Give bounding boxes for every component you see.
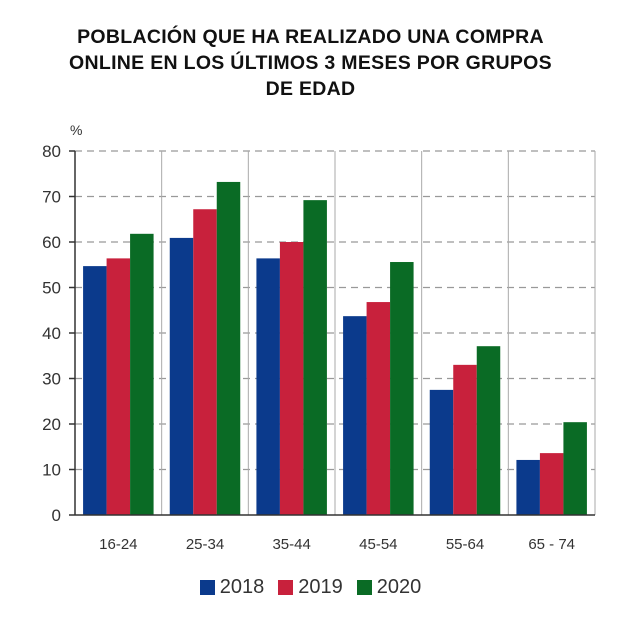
y-tick-label: 30 — [42, 370, 61, 389]
legend-swatch — [199, 580, 215, 595]
bar-2019-45-54 — [366, 302, 391, 515]
x-tick-label: 55-64 — [446, 536, 484, 553]
title-line: POBLACIÓN QUE HA REALIZADO UNA COMPRA — [77, 26, 544, 48]
bar-2020-35-44 — [303, 200, 327, 515]
bar-2018-55-64 — [429, 389, 454, 515]
x-tick-label: 45-54 — [359, 536, 397, 553]
bar-2020-45-54 — [390, 262, 414, 515]
y-tick-label: 10 — [42, 461, 61, 480]
y-tick-label: 50 — [42, 279, 61, 298]
y-axis-label: % — [70, 122, 82, 138]
bar-2018-65-74 — [516, 459, 540, 515]
legend-item-2019: 2019 — [278, 576, 343, 599]
y-tick-label: 20 — [42, 415, 61, 434]
bar-2019-65-74 — [539, 453, 564, 515]
x-tick-label: 25-34 — [186, 536, 224, 553]
x-tick-label: 35-44 — [272, 536, 310, 553]
chart-title: POBLACIÓN QUE HA REALIZADO UNA COMPRA ON… — [0, 24, 621, 102]
x-tick-label: 16-24 — [99, 536, 137, 553]
legend-label: 2019 — [298, 576, 343, 598]
bar-2018-35-44 — [256, 258, 280, 515]
x-tick-label: 65 - 74 — [528, 536, 575, 553]
bar-2018-16-24 — [83, 266, 107, 515]
bar-2020-65-74 — [563, 422, 587, 515]
bar-2018-45-54 — [343, 316, 367, 515]
title-line: ONLINE EN LOS ÚLTIMOS 3 MESES POR GRUPOS — [69, 52, 552, 74]
y-tick-label: 0 — [52, 506, 61, 525]
legend-item-2020: 2020 — [356, 576, 422, 599]
y-tick-label: 70 — [42, 188, 61, 207]
y-tick-label: 40 — [42, 324, 61, 343]
y-tick-label: 60 — [42, 233, 61, 252]
bar-2020-25-34 — [216, 181, 241, 515]
bar-2020-16-24 — [130, 233, 154, 515]
title-line: DE EDAD — [265, 78, 356, 100]
legend-label: 2020 — [376, 576, 422, 598]
bar-2018-25-34 — [169, 237, 194, 515]
y-tick-label: 80 — [42, 142, 61, 161]
bar-2020-55-64 — [476, 346, 501, 515]
legend-swatch — [278, 580, 294, 595]
bar-2019-16-24 — [106, 258, 131, 515]
bar-2019-35-44 — [279, 242, 304, 515]
legend: 2018 2019 2020 — [0, 576, 621, 599]
legend-item-2018: 2018 — [199, 576, 265, 599]
legend-label: 2018 — [219, 576, 265, 598]
bar-2019-25-34 — [193, 209, 217, 516]
legend-swatch — [356, 580, 372, 595]
bar-2019-55-64 — [453, 364, 477, 515]
